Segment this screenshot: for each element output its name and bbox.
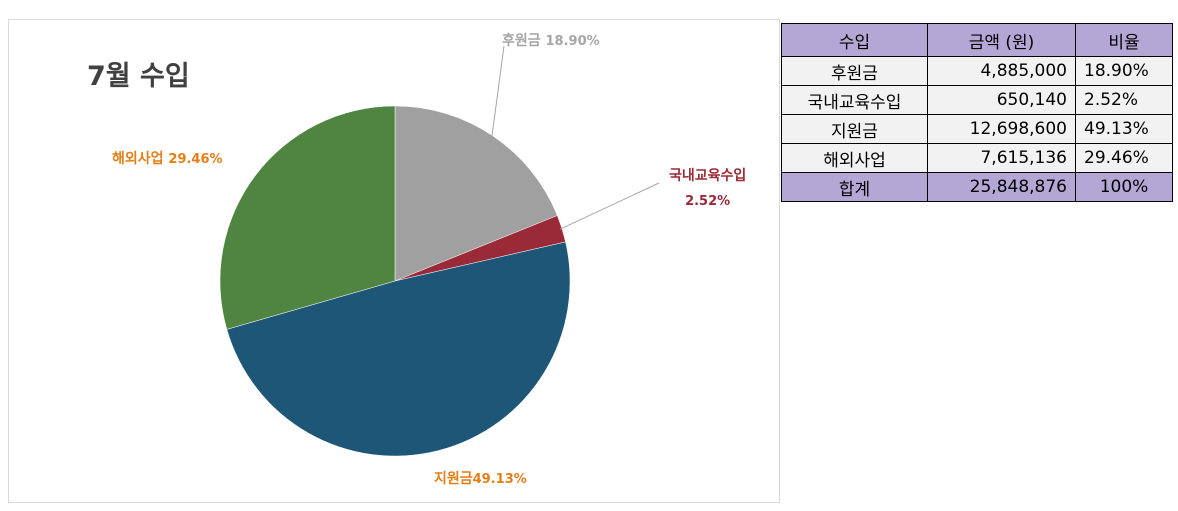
- chart-area: 7월 수입 후원금 18.90% 국내교육수입 2.52% 지원금49.13% …: [8, 19, 780, 503]
- table-row: 국내교육수입 650,140 2.52%: [781, 85, 1173, 115]
- cell-ratio: 49.13%: [1075, 114, 1173, 144]
- cell-amount: 4,885,000: [927, 56, 1076, 86]
- data-label-후원금: 후원금 18.90%: [502, 33, 600, 49]
- cell-amount: 7,615,136: [927, 143, 1076, 173]
- cell-ratio: 2.52%: [1075, 85, 1173, 115]
- table-total-row: 합계 25,848,876 100%: [781, 172, 1173, 202]
- header-cell-ratio: 비율: [1075, 23, 1173, 57]
- cell-ratio: 18.90%: [1075, 56, 1173, 86]
- cell-name: 국내교육수입: [781, 85, 928, 115]
- cell-name: 해외사업: [781, 143, 928, 173]
- table-row: 후원금 4,885,000 18.90%: [781, 56, 1173, 86]
- pie-chart: [219, 45, 660, 457]
- total-amount-cell: 25,848,876: [927, 172, 1076, 202]
- cell-ratio: 29.46%: [1075, 143, 1173, 173]
- cell-amount: 12,698,600: [927, 114, 1076, 144]
- pie-slice-지원금: [226, 241, 571, 457]
- table-row: 해외사업 7,615,136 29.46%: [781, 143, 1173, 173]
- leader-line-후원금: [491, 45, 505, 138]
- pie-slice-후원금: [394, 105, 558, 282]
- cell-amount: 650,140: [927, 85, 1076, 115]
- header-cell-income: 수입: [781, 23, 928, 57]
- total-ratio-cell: 100%: [1075, 172, 1173, 202]
- table-header-row: 수입 금액 (원) 비율: [781, 23, 1173, 57]
- data-label-국내교육수입: 국내교육수입 2.52%: [669, 168, 747, 209]
- pie-slice-해외사업: [219, 105, 396, 330]
- cell-name: 지원금: [781, 114, 928, 144]
- data-label-지원금: 지원금49.13%: [434, 471, 527, 487]
- table-row: 지원금 12,698,600 49.13%: [781, 114, 1173, 144]
- chart-title: 7월 수입: [87, 61, 190, 92]
- header-cell-amount: 금액 (원): [927, 23, 1076, 57]
- data-label-해외사업: 해외사업 29.46%: [112, 151, 223, 167]
- summary-table: 수입 금액 (원) 비율 후원금 4,885,000 18.90% 국내교육수입…: [781, 23, 1173, 202]
- leader-line-국내교육수입: [559, 182, 660, 230]
- total-name-cell: 합계: [781, 172, 928, 202]
- cell-name: 후원금: [781, 56, 928, 86]
